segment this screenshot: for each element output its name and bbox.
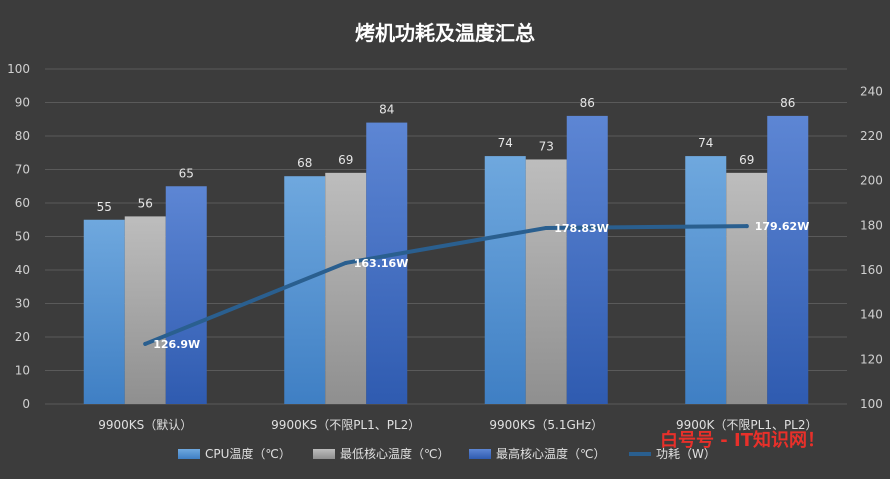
power-point	[343, 260, 348, 265]
y-right-tick-label: 140	[860, 308, 883, 322]
y-right-tick-label: 240	[860, 84, 883, 98]
bar-value-label: 74	[498, 136, 513, 150]
bar-value-label: 86	[580, 96, 595, 110]
bar	[124, 216, 166, 404]
y-left-tick-label: 10	[15, 364, 30, 378]
power-label: 126.9W	[153, 338, 200, 351]
legend-label: CPU温度（℃）	[205, 446, 291, 461]
power-line	[143, 224, 749, 346]
y-left-tick-label: 30	[15, 297, 30, 311]
bar	[767, 115, 809, 405]
bar-value-label: 73	[539, 139, 554, 153]
bar	[284, 176, 326, 404]
y-left-tick-label: 20	[15, 330, 30, 344]
chart-title: 烤机功耗及温度汇总	[355, 21, 535, 45]
label-layer: 55 56 65 9900KS（默认） 68 69 84 9900KS（不限PL1、PL2） 7…	[97, 96, 818, 432]
bar-value-label: 56	[138, 196, 153, 210]
legend-label: 最高核心温度（℃）	[496, 446, 605, 461]
y-left-tick-label: 40	[15, 263, 30, 277]
legend-swatch	[178, 449, 200, 459]
bar	[83, 219, 125, 404]
y-left-tick-label: 100	[7, 62, 30, 76]
bar-value-label: 86	[780, 96, 795, 110]
bar-value-label: 69	[739, 153, 754, 167]
bar-value-label: 55	[97, 200, 112, 214]
y-right-tick-label: 200	[860, 174, 883, 188]
bar-layer	[83, 115, 809, 405]
y-right-tick-label: 100	[860, 397, 883, 411]
y-right-tick-label: 160	[860, 263, 883, 277]
power-label: 178.83W	[554, 222, 609, 235]
category-label: 9900KS（5.1GHz）	[489, 418, 603, 432]
bar	[484, 156, 526, 404]
bar-value-label: 68	[297, 156, 312, 170]
bar	[566, 115, 608, 405]
y-right-tick-label: 220	[860, 129, 883, 143]
bar-value-label: 74	[698, 136, 713, 150]
bar-value-label: 65	[179, 166, 194, 180]
power-label: 163.16W	[354, 257, 409, 270]
y-left-tick-label: 50	[15, 230, 30, 244]
y-left-tick-label: 70	[15, 163, 30, 177]
category-label: 9900KS（默认）	[98, 417, 192, 432]
power-point	[143, 341, 148, 346]
bar-value-label: 69	[338, 153, 353, 167]
bar-value-label: 84	[379, 103, 394, 117]
bar	[685, 156, 727, 404]
legend-swatch	[313, 449, 335, 459]
line-layer	[143, 224, 749, 346]
legend: CPU温度（℃） 最低核心温度（℃） 最高核心温度（℃） 功耗（W）	[178, 446, 716, 461]
legend-label: 功耗（W）	[656, 447, 716, 461]
bar	[165, 186, 207, 404]
y-right-tick-label: 180	[860, 218, 883, 232]
bar	[325, 172, 367, 404]
y-left-tick-label: 60	[15, 196, 30, 210]
power-label: 179.62W	[755, 220, 810, 233]
bar	[726, 172, 768, 404]
y-left-tick-label: 0	[22, 397, 30, 411]
category-label: 9900KS（不限PL1、PL2）	[271, 418, 420, 432]
bar	[525, 159, 567, 404]
bar	[366, 122, 408, 404]
power-point	[544, 225, 549, 230]
y-right-tick-label: 120	[860, 352, 883, 366]
watermark: 白号号 - IT知识网！	[660, 429, 825, 451]
y-left-tick-label: 80	[15, 129, 30, 143]
y-left-tick-label: 90	[15, 96, 30, 110]
legend-swatch	[469, 449, 491, 459]
power-point	[744, 224, 749, 229]
category-label: 9900K（不限PL1、PL2）	[676, 418, 818, 432]
legend-label: 最低核心温度（℃）	[340, 446, 449, 461]
